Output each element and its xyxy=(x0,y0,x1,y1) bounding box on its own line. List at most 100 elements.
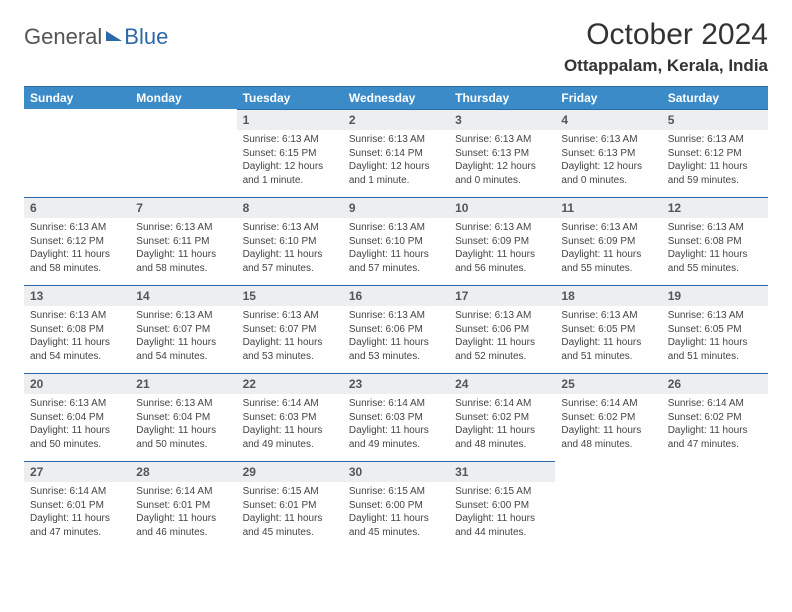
day-number: 20 xyxy=(24,373,130,394)
sunset-line: Sunset: 6:08 PM xyxy=(30,323,124,337)
day-body: Sunrise: 6:13 AMSunset: 6:12 PMDaylight:… xyxy=(662,130,768,191)
day-body: Sunrise: 6:13 AMSunset: 6:08 PMDaylight:… xyxy=(662,218,768,279)
sunrise-line: Sunrise: 6:15 AM xyxy=(349,485,443,499)
sunrise-line: Sunrise: 6:13 AM xyxy=(349,309,443,323)
sunset-line: Sunset: 6:07 PM xyxy=(243,323,337,337)
sunset-line: Sunset: 6:01 PM xyxy=(243,499,337,513)
daylight-line: Daylight: 11 hours and 44 minutes. xyxy=(455,512,549,539)
daylight-line: Daylight: 11 hours and 47 minutes. xyxy=(668,424,762,451)
daylight-line: Daylight: 11 hours and 59 minutes. xyxy=(668,160,762,187)
day-body: Sunrise: 6:13 AMSunset: 6:10 PMDaylight:… xyxy=(343,218,449,279)
calendar-day-cell: 14Sunrise: 6:13 AMSunset: 6:07 PMDayligh… xyxy=(130,285,236,373)
sunset-line: Sunset: 6:13 PM xyxy=(561,147,655,161)
sunset-line: Sunset: 6:06 PM xyxy=(455,323,549,337)
sunset-line: Sunset: 6:03 PM xyxy=(243,411,337,425)
calendar-day-cell: 4Sunrise: 6:13 AMSunset: 6:13 PMDaylight… xyxy=(555,109,661,197)
sunrise-line: Sunrise: 6:15 AM xyxy=(243,485,337,499)
day-number: 12 xyxy=(662,197,768,218)
day-header: Wednesday xyxy=(343,87,449,109)
daylight-line: Daylight: 11 hours and 46 minutes. xyxy=(136,512,230,539)
day-header: Tuesday xyxy=(237,87,343,109)
sunset-line: Sunset: 6:08 PM xyxy=(668,235,762,249)
day-body: Sunrise: 6:13 AMSunset: 6:09 PMDaylight:… xyxy=(555,218,661,279)
day-body: Sunrise: 6:13 AMSunset: 6:08 PMDaylight:… xyxy=(24,306,130,367)
sunset-line: Sunset: 6:01 PM xyxy=(30,499,124,513)
calendar-day-cell: 28Sunrise: 6:14 AMSunset: 6:01 PMDayligh… xyxy=(130,461,236,549)
logo-triangle-icon xyxy=(106,31,122,41)
daylight-line: Daylight: 11 hours and 51 minutes. xyxy=(668,336,762,363)
sunset-line: Sunset: 6:14 PM xyxy=(349,147,443,161)
daylight-line: Daylight: 11 hours and 50 minutes. xyxy=(30,424,124,451)
calendar-day-cell: 31Sunrise: 6:15 AMSunset: 6:00 PMDayligh… xyxy=(449,461,555,549)
sunset-line: Sunset: 6:07 PM xyxy=(136,323,230,337)
sunrise-line: Sunrise: 6:13 AM xyxy=(668,133,762,147)
sunrise-line: Sunrise: 6:13 AM xyxy=(455,221,549,235)
sunset-line: Sunset: 6:15 PM xyxy=(243,147,337,161)
title-block: October 2024 Ottappalam, Kerala, India xyxy=(564,18,768,76)
calendar-day-cell: 13Sunrise: 6:13 AMSunset: 6:08 PMDayligh… xyxy=(24,285,130,373)
calendar-day-cell: 1Sunrise: 6:13 AMSunset: 6:15 PMDaylight… xyxy=(237,109,343,197)
day-header: Thursday xyxy=(449,87,555,109)
sunrise-line: Sunrise: 6:13 AM xyxy=(30,221,124,235)
day-number: 24 xyxy=(449,373,555,394)
logo: General Blue xyxy=(24,18,168,50)
calendar-day-cell: 15Sunrise: 6:13 AMSunset: 6:07 PMDayligh… xyxy=(237,285,343,373)
daylight-line: Daylight: 11 hours and 45 minutes. xyxy=(243,512,337,539)
day-body: Sunrise: 6:13 AMSunset: 6:06 PMDaylight:… xyxy=(449,306,555,367)
daylight-line: Daylight: 11 hours and 54 minutes. xyxy=(30,336,124,363)
daylight-line: Daylight: 11 hours and 54 minutes. xyxy=(136,336,230,363)
day-number: 7 xyxy=(130,197,236,218)
calendar-day-cell: 11Sunrise: 6:13 AMSunset: 6:09 PMDayligh… xyxy=(555,197,661,285)
day-body: Sunrise: 6:14 AMSunset: 6:03 PMDaylight:… xyxy=(343,394,449,455)
daylight-line: Daylight: 11 hours and 53 minutes. xyxy=(243,336,337,363)
day-number: 25 xyxy=(555,373,661,394)
day-body: Sunrise: 6:13 AMSunset: 6:13 PMDaylight:… xyxy=(449,130,555,191)
day-body: Sunrise: 6:15 AMSunset: 6:00 PMDaylight:… xyxy=(343,482,449,543)
day-number: 1 xyxy=(237,109,343,130)
daylight-line: Daylight: 12 hours and 1 minute. xyxy=(243,160,337,187)
day-body: Sunrise: 6:15 AMSunset: 6:00 PMDaylight:… xyxy=(449,482,555,543)
day-number: 13 xyxy=(24,285,130,306)
sunrise-line: Sunrise: 6:13 AM xyxy=(349,221,443,235)
calendar-week-row: 6Sunrise: 6:13 AMSunset: 6:12 PMDaylight… xyxy=(24,197,768,285)
calendar-day-cell: 21Sunrise: 6:13 AMSunset: 6:04 PMDayligh… xyxy=(130,373,236,461)
sunrise-line: Sunrise: 6:13 AM xyxy=(668,309,762,323)
day-number: 3 xyxy=(449,109,555,130)
daylight-line: Daylight: 11 hours and 58 minutes. xyxy=(136,248,230,275)
day-number: 30 xyxy=(343,461,449,482)
sunrise-line: Sunrise: 6:13 AM xyxy=(136,221,230,235)
day-body: Sunrise: 6:14 AMSunset: 6:01 PMDaylight:… xyxy=(130,482,236,543)
sunrise-line: Sunrise: 6:13 AM xyxy=(243,221,337,235)
sunrise-line: Sunrise: 6:13 AM xyxy=(455,309,549,323)
daylight-line: Daylight: 11 hours and 55 minutes. xyxy=(561,248,655,275)
daylight-line: Daylight: 11 hours and 56 minutes. xyxy=(455,248,549,275)
calendar-day-cell: 24Sunrise: 6:14 AMSunset: 6:02 PMDayligh… xyxy=(449,373,555,461)
sunrise-line: Sunrise: 6:13 AM xyxy=(136,397,230,411)
month-title: October 2024 xyxy=(564,18,768,52)
calendar-day-cell: 20Sunrise: 6:13 AMSunset: 6:04 PMDayligh… xyxy=(24,373,130,461)
day-body: Sunrise: 6:13 AMSunset: 6:14 PMDaylight:… xyxy=(343,130,449,191)
day-body: Sunrise: 6:13 AMSunset: 6:07 PMDaylight:… xyxy=(130,306,236,367)
day-body: Sunrise: 6:14 AMSunset: 6:02 PMDaylight:… xyxy=(449,394,555,455)
sunset-line: Sunset: 6:10 PM xyxy=(243,235,337,249)
calendar-day-cell: 17Sunrise: 6:13 AMSunset: 6:06 PMDayligh… xyxy=(449,285,555,373)
day-body: Sunrise: 6:13 AMSunset: 6:15 PMDaylight:… xyxy=(237,130,343,191)
day-number: 28 xyxy=(130,461,236,482)
day-number: 17 xyxy=(449,285,555,306)
sunset-line: Sunset: 6:12 PM xyxy=(30,235,124,249)
calendar-day-cell: 5Sunrise: 6:13 AMSunset: 6:12 PMDaylight… xyxy=(662,109,768,197)
sunset-line: Sunset: 6:09 PM xyxy=(455,235,549,249)
sunset-line: Sunset: 6:06 PM xyxy=(349,323,443,337)
day-number: 11 xyxy=(555,197,661,218)
calendar-day-cell: 6Sunrise: 6:13 AMSunset: 6:12 PMDaylight… xyxy=(24,197,130,285)
calendar-day-cell xyxy=(24,109,130,197)
calendar-day-cell: 19Sunrise: 6:13 AMSunset: 6:05 PMDayligh… xyxy=(662,285,768,373)
sunset-line: Sunset: 6:00 PM xyxy=(455,499,549,513)
day-number: 15 xyxy=(237,285,343,306)
calendar-day-cell xyxy=(130,109,236,197)
daylight-line: Daylight: 12 hours and 1 minute. xyxy=(349,160,443,187)
day-header: Friday xyxy=(555,87,661,109)
location-label: Ottappalam, Kerala, India xyxy=(564,56,768,76)
calendar-day-cell: 29Sunrise: 6:15 AMSunset: 6:01 PMDayligh… xyxy=(237,461,343,549)
sunrise-line: Sunrise: 6:14 AM xyxy=(349,397,443,411)
